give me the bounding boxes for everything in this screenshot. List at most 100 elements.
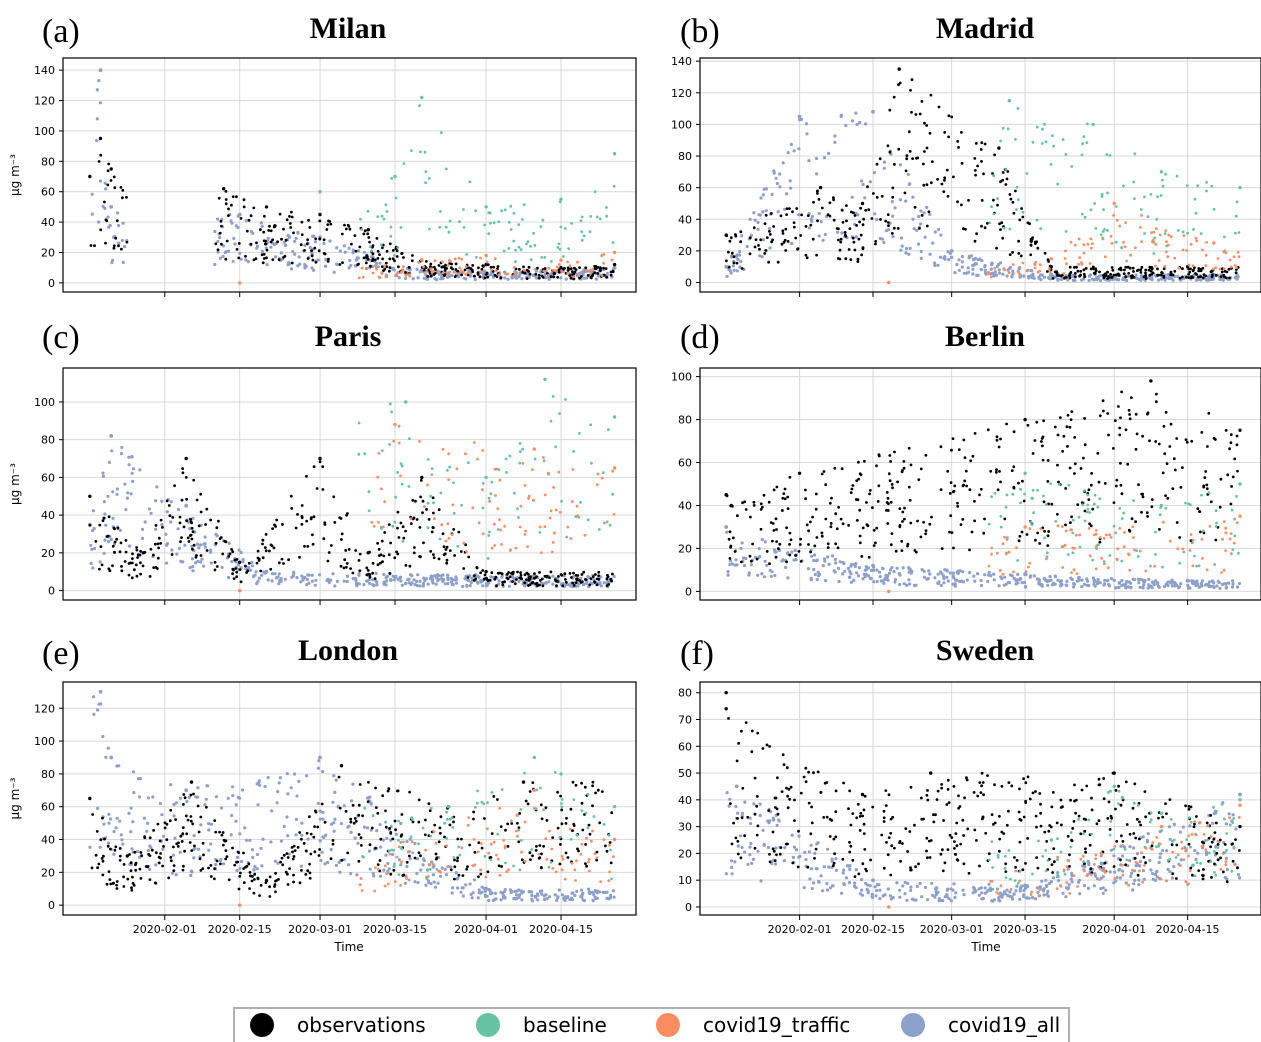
data-point-covid19-all [148,867,152,872]
data-point-observations [859,233,863,237]
data-point-observations [612,262,617,267]
data-point-covid19-traffic [1163,264,1167,268]
data-point-covid19-traffic [1125,259,1128,263]
data-point-observations [198,857,202,861]
data-point-observations [236,860,240,864]
data-point-covid19-all [203,542,207,546]
data-point-covid19-all [415,857,420,861]
data-point-observations [1230,485,1233,488]
data-point-covid19-all [990,261,994,265]
data-point-covid19-all [893,206,897,210]
data-point-observations [940,547,944,550]
data-point-covid19-traffic [1077,237,1081,241]
data-point-observations [290,215,294,219]
data-point-observations [950,448,953,452]
data-point-covid19-all [882,166,886,170]
data-point-observations [413,856,417,860]
data-point-observations [196,804,200,808]
data-point-covid19-all [126,491,130,495]
data-point-baseline [1214,525,1218,528]
data-point-covid19-all [899,236,904,240]
data-point-observations [812,200,815,204]
data-point-baseline [1071,551,1075,555]
data-point-observations [402,536,406,540]
data-point-observations [159,852,163,855]
data-point-covid19-all [107,812,111,816]
data-point-baseline [393,174,397,179]
data-point-observations [522,265,525,269]
series-observations [88,136,617,281]
data-point-observations [1134,412,1138,416]
data-point-covid19-traffic [1004,551,1008,555]
data-point-observations [387,523,391,526]
data-point-observations [482,577,486,581]
data-point-covid19-traffic [1129,253,1132,257]
data-point-covid19-all [155,485,159,489]
data-point-covid19-all [512,896,516,901]
data-point-baseline [399,462,403,466]
data-point-baseline [366,209,370,213]
data-point-observations [943,178,946,182]
data-point-observations [404,564,408,567]
data-point-covid19-all [599,575,603,579]
data-point-observations [96,866,99,870]
data-point-covid19-all [382,868,386,872]
data-point-observations [809,223,813,227]
data-point-observations [311,258,315,262]
data-point-observations [264,881,268,884]
data-point-covid19-all [318,817,322,821]
data-point-covid19-all [907,182,911,186]
data-point-observations [903,506,906,510]
data-point-observations [91,813,95,816]
data-point-observations [396,552,400,556]
data-point-covid19-all [385,574,389,579]
data-point-covid19-all [324,264,328,268]
data-point-baseline [518,461,522,465]
data-point-observations [997,445,1001,449]
data-point-covid19-all [1166,273,1170,277]
data-point-baseline [462,208,465,211]
data-point-observations [274,525,277,528]
y-tick-label: 40 [678,213,692,226]
data-point-covid19-all [379,874,383,878]
data-point-covid19-all [431,581,435,585]
data-point-covid19-all [392,578,396,582]
data-point-observations [783,238,787,242]
data-point-baseline [426,458,430,461]
data-point-covid19-all [297,255,301,259]
data-point-covid19-all [849,580,854,584]
data-point-covid19-all [443,867,447,872]
data-point-covid19-all [789,142,794,146]
data-point-observations [471,264,475,267]
data-point-covid19-traffic [558,510,562,514]
data-point-covid19-all [173,836,177,840]
data-point-observations [493,577,497,581]
data-point-observations [333,521,337,524]
data-point-observations [143,550,147,554]
data-point-observations [908,150,912,153]
data-point-observations [148,575,152,578]
data-point-covid19-traffic [543,493,547,497]
data-point-observations [391,837,395,841]
data-point-covid19-all [928,212,932,216]
data-point-covid19-all [541,581,545,586]
data-point-covid19-all [480,885,484,889]
data-point-observations [1110,276,1114,279]
data-point-observations [396,526,399,530]
data-point-baseline [1214,509,1218,513]
data-point-covid19-all [792,149,796,153]
data-point-observations [498,571,502,575]
data-point-baseline [1004,506,1008,509]
data-point-covid19-all [440,866,444,870]
data-point-observations [224,857,228,861]
data-point-covid19-all [885,576,889,580]
data-point-observations [207,866,210,870]
data-point-observations [998,470,1001,473]
data-point-covid19-traffic [1237,255,1241,258]
data-point-covid19-all [855,122,859,127]
data-point-observations [807,529,810,533]
data-point-baseline [1071,531,1075,535]
data-point-covid19-traffic [426,483,429,487]
data-point-observations [853,248,857,252]
data-point-covid19-all [1058,580,1063,584]
